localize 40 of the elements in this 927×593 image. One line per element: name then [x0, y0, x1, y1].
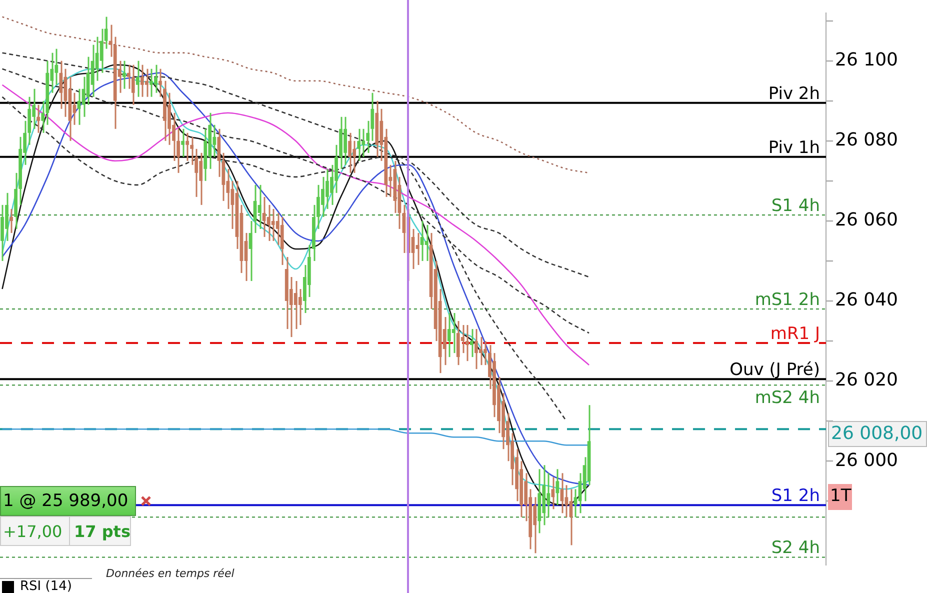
candlestick — [551, 476, 555, 510]
line-series — [2, 84, 590, 366]
text: Données en temps réel — [106, 567, 234, 580]
candlestick — [136, 60, 140, 98]
ref-line-label: Piv 2h — [768, 84, 820, 104]
candlestick — [10, 208, 13, 234]
candlestick — [181, 128, 184, 158]
annotation: +17,00 — [0, 516, 70, 546]
candlestick — [298, 288, 302, 326]
ref-line-label: Ouv (J Pré) — [730, 360, 820, 380]
ref-line-label: S1 4h — [771, 196, 820, 216]
candlestick — [357, 128, 361, 162]
annotation: 17 pts — [69, 516, 131, 546]
ref-line-label: S1 2h — [771, 486, 820, 506]
candlestick — [122, 60, 126, 90]
text: RSI (14) — [0, 578, 92, 593]
y-tick-label: 26 060 — [835, 210, 898, 231]
candlestick — [131, 64, 135, 106]
candlestick — [465, 324, 469, 362]
y-tick-label: 26 080 — [835, 130, 898, 151]
y-tick-label: 26 040 — [835, 290, 898, 311]
candlestick — [36, 104, 40, 134]
candlestick — [59, 60, 63, 110]
candlestick — [186, 132, 190, 162]
ref-line-label: mR1 J — [770, 324, 820, 344]
y-tick-label: 26 100 — [835, 50, 898, 71]
line-series — [2, 428, 590, 446]
ref-line-label: mS2 4h — [754, 388, 820, 408]
ref-line-label: Piv 1h — [768, 138, 820, 158]
ref-line-label: mS1 2h — [754, 290, 820, 310]
y-tick-label: 26 000 — [835, 450, 898, 471]
candlestick — [470, 328, 474, 358]
line-series — [2, 16, 590, 174]
candlestick — [452, 312, 456, 354]
annotation: 1 @ 25 989,00 — [0, 486, 136, 516]
candlestick — [556, 468, 560, 506]
y-tick-label: 26 020 — [835, 370, 898, 391]
text: 26 008,00 — [828, 421, 927, 447]
text: 1T — [828, 484, 852, 510]
ref-line-label: S2 4h — [771, 538, 820, 558]
